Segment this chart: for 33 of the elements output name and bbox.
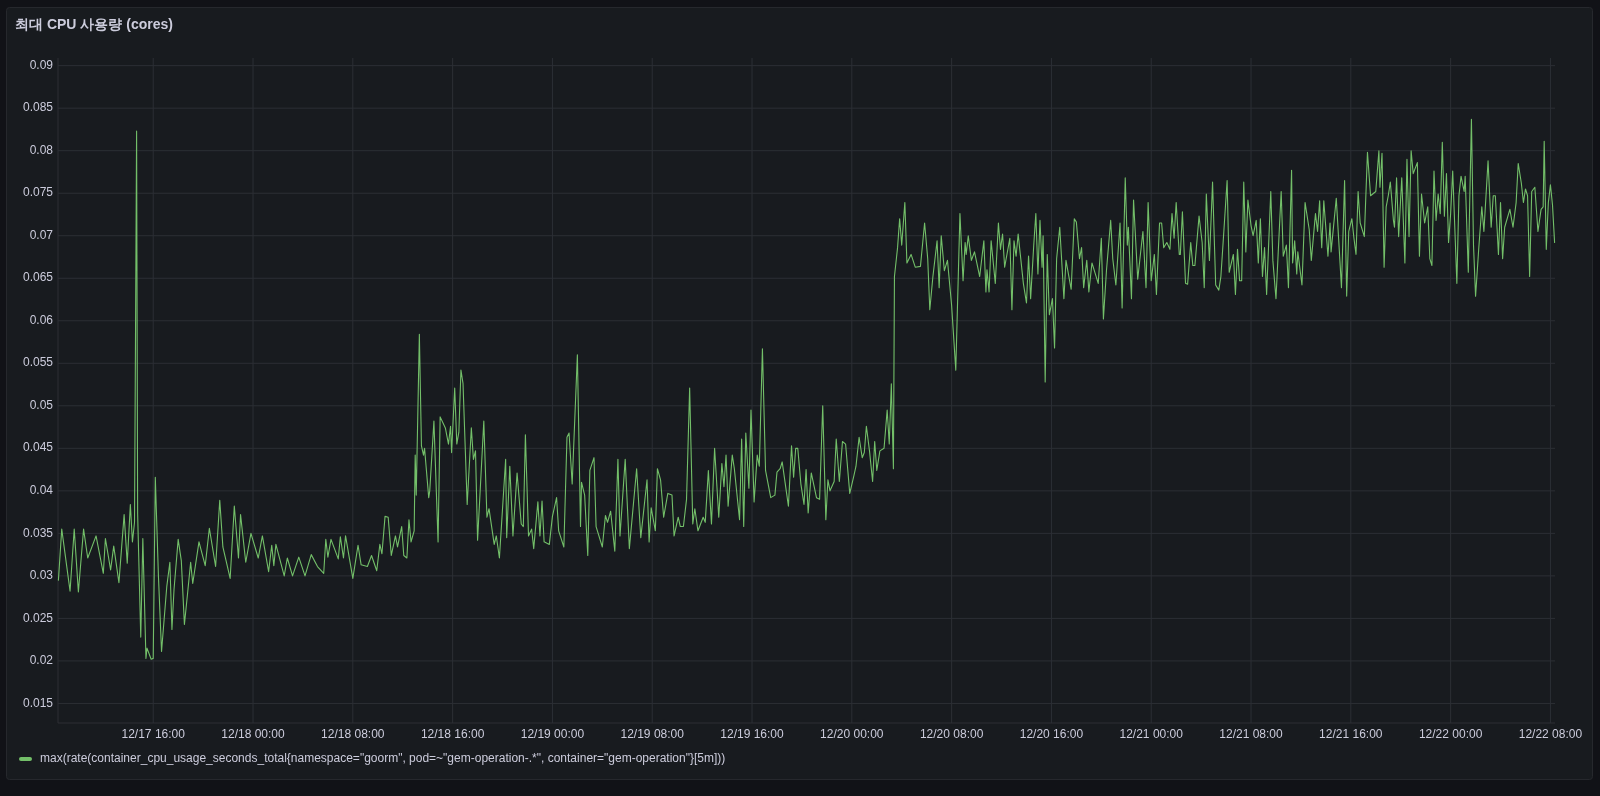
x-tick-label: 12/19 16:00 (720, 727, 785, 742)
x-tick-label: 12/18 08:00 (321, 727, 385, 742)
y-tick-label: 0.08 (29, 142, 54, 157)
y-tick-label: 0.04 (29, 483, 54, 498)
x-tick-label: 12/22 08:00 (1518, 727, 1583, 742)
y-tick-label: 0.07 (29, 227, 54, 242)
y-tick-label: 0.035 (22, 525, 54, 540)
chart-title: 최대 CPU 사용량 (cores) (15, 15, 173, 32)
x-tick-label: 12/19 00:00 (520, 727, 585, 742)
legend-label: max(rate(container_cpu_usage_seconds_total{namespace="goorm", pod=~"gem-operation-.*", container="gem-operation"}[5m])) (40, 751, 726, 766)
x-tick-label: 12/18 16:00 (420, 727, 485, 742)
y-tick-label: 0.065 (22, 270, 54, 285)
y-tick-label: 0.05 (29, 397, 54, 412)
y-tick-label: 0.085 (22, 100, 54, 115)
x-tick-label: 12/21 00:00 (1119, 727, 1184, 742)
y-tick-label: 0.015 (22, 695, 54, 710)
y-tick-label: 0.045 (22, 440, 54, 455)
y-tick-label: 0.075 (22, 185, 54, 200)
x-tick-label: 12/22 00:00 (1418, 727, 1483, 742)
x-tick-label: 12/20 16:00 (1019, 727, 1084, 742)
y-tick-label: 0.025 (22, 610, 54, 625)
y-tick-label: 0.03 (29, 568, 54, 583)
y-tick-label: 0.09 (29, 57, 54, 72)
y-tick-label: 0.02 (29, 653, 54, 668)
x-tick-label: 12/21 16:00 (1319, 727, 1383, 742)
x-tick-label: 12/21 08:00 (1219, 727, 1284, 742)
y-tick-label: 0.055 (22, 355, 54, 370)
x-tick-label: 12/19 08:00 (620, 727, 685, 742)
y-tick-label: 0.06 (29, 312, 54, 327)
x-tick-label: 12/20 08:00 (919, 727, 984, 742)
x-tick-label: 12/17 16:00 (121, 727, 186, 742)
x-tick-label: 12/18 00:00 (221, 727, 286, 742)
x-tick-label: 12/20 00:00 (820, 727, 884, 742)
